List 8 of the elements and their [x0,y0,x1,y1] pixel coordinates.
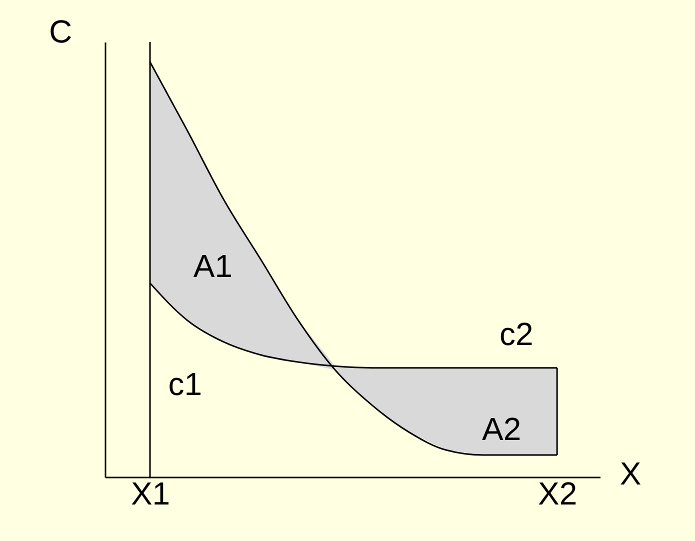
y-axis-title: C [48,14,72,50]
annotation: c1 [168,366,202,402]
annotation: A1 [193,248,232,284]
x-tick-label: X1 [130,476,170,512]
x-tick-label: X2 [538,476,578,512]
annotation: c2 [499,316,534,352]
annotation: A2 [482,411,522,448]
x-axis-title: X [620,456,642,492]
